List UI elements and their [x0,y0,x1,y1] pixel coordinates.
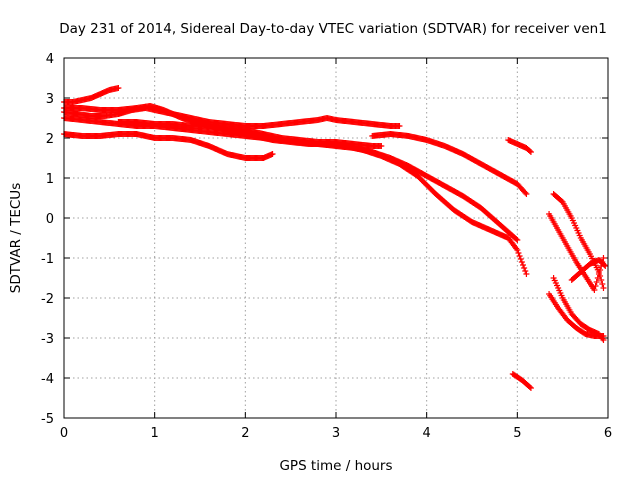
x-tick-label: 0 [60,426,68,441]
y-tick-label: 4 [46,52,54,67]
data-point [594,275,601,281]
data-point [597,267,604,273]
y-tick-label: -1 [41,252,54,267]
data-point [600,255,607,261]
y-tick-label: 1 [46,172,54,187]
data-point [595,271,602,277]
y-tick-label: 0 [46,212,54,227]
data-point [396,123,403,129]
x-tick-label: 3 [332,426,340,441]
data-point [378,143,385,149]
series-track-a [61,85,122,105]
data-point [527,149,534,155]
y-tick-labels: -5 -4 -3 -2 -1 0 1 2 3 4 [41,52,54,427]
y-tick-label: -3 [41,332,54,347]
data-point [516,253,523,259]
data-point [514,237,521,243]
x-tick-labels: 0 1 2 3 4 5 6 [60,426,612,441]
data-point [518,259,525,265]
data-point [599,281,606,287]
series-track-i [509,371,534,391]
data-point [115,85,122,91]
x-tick-label: 5 [513,426,521,441]
data-point [523,191,530,197]
data-point [514,247,521,253]
data-point [600,333,607,339]
data-points [61,85,609,391]
data-point [601,262,608,268]
series-track-c [61,103,530,277]
y-tick-label: -5 [41,412,54,427]
x-tick-label: 4 [423,426,431,441]
data-point [522,189,529,196]
data-point [269,151,276,157]
data-point [602,263,609,269]
series-track-h [505,137,534,155]
x-axis-label: GPS time / hours [279,458,392,474]
series-track-g [369,131,530,197]
chart-title: Day 231 of 2014, Sidereal Day-to-day VTE… [59,21,607,37]
y-tick-label: -4 [41,372,54,387]
data-point [527,385,534,391]
data-point [517,256,524,262]
data-point [513,236,520,243]
y-axis-label: SDTVAR / TECUs [8,183,24,293]
data-point [522,268,529,274]
data-point [520,262,526,268]
grid [64,58,608,418]
y-tick-label: 2 [46,132,54,147]
y-tick-label: 3 [46,92,54,107]
x-tick-label: 2 [241,426,249,441]
series-track-e [61,131,276,161]
data-point [523,271,530,277]
series-track-f [115,119,385,149]
x-tick-label: 1 [151,426,159,441]
data-point [526,148,533,154]
data-point [521,265,528,271]
data-point [515,250,522,256]
data-point [593,279,600,285]
data-point [592,283,599,289]
plot-frame [63,57,609,419]
series-track-n [568,257,609,283]
data-point [598,277,605,283]
data-point [591,287,598,293]
data-point [526,384,533,390]
series-track-m [546,291,607,339]
data-point [600,285,607,291]
x-tick-label: 6 [604,426,612,441]
y-tick-label: -2 [41,292,54,307]
